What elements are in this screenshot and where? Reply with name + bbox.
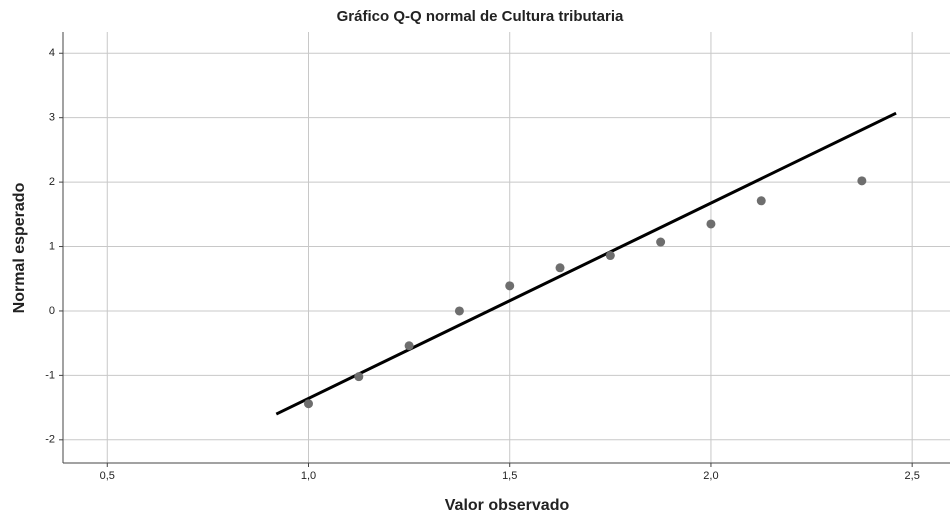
y-tick-label: 1	[49, 240, 55, 252]
point	[555, 263, 565, 273]
x-tick-label: 0,5	[100, 470, 115, 482]
reference-line	[275, 111, 897, 416]
point	[404, 341, 414, 351]
chart-title: Gráfico Q-Q normal de Cultura tributaria	[337, 8, 624, 25]
x-tick-label: 2,5	[905, 470, 920, 482]
y-tick-label: 2	[49, 176, 55, 188]
point	[303, 399, 313, 409]
point	[605, 251, 615, 261]
point	[454, 306, 464, 316]
y-tick-label: 3	[49, 112, 55, 124]
x-tick-label: 1,5	[502, 470, 517, 482]
x-axis-label: Valor observado	[445, 497, 570, 514]
x-tick-label: 1,0	[301, 470, 316, 482]
point	[706, 219, 716, 229]
x-tick-label: 2,0	[703, 470, 718, 482]
y-tick-label: -1	[45, 369, 55, 381]
y-tick-label: 0	[49, 305, 55, 317]
point	[857, 176, 867, 186]
y-tick-label: -2	[45, 434, 55, 446]
y-tick-label: 4	[49, 47, 55, 59]
y-axis-label: Normal esperado	[11, 182, 28, 313]
point	[656, 237, 666, 247]
point	[354, 372, 364, 382]
point	[756, 196, 766, 206]
point	[505, 281, 515, 291]
